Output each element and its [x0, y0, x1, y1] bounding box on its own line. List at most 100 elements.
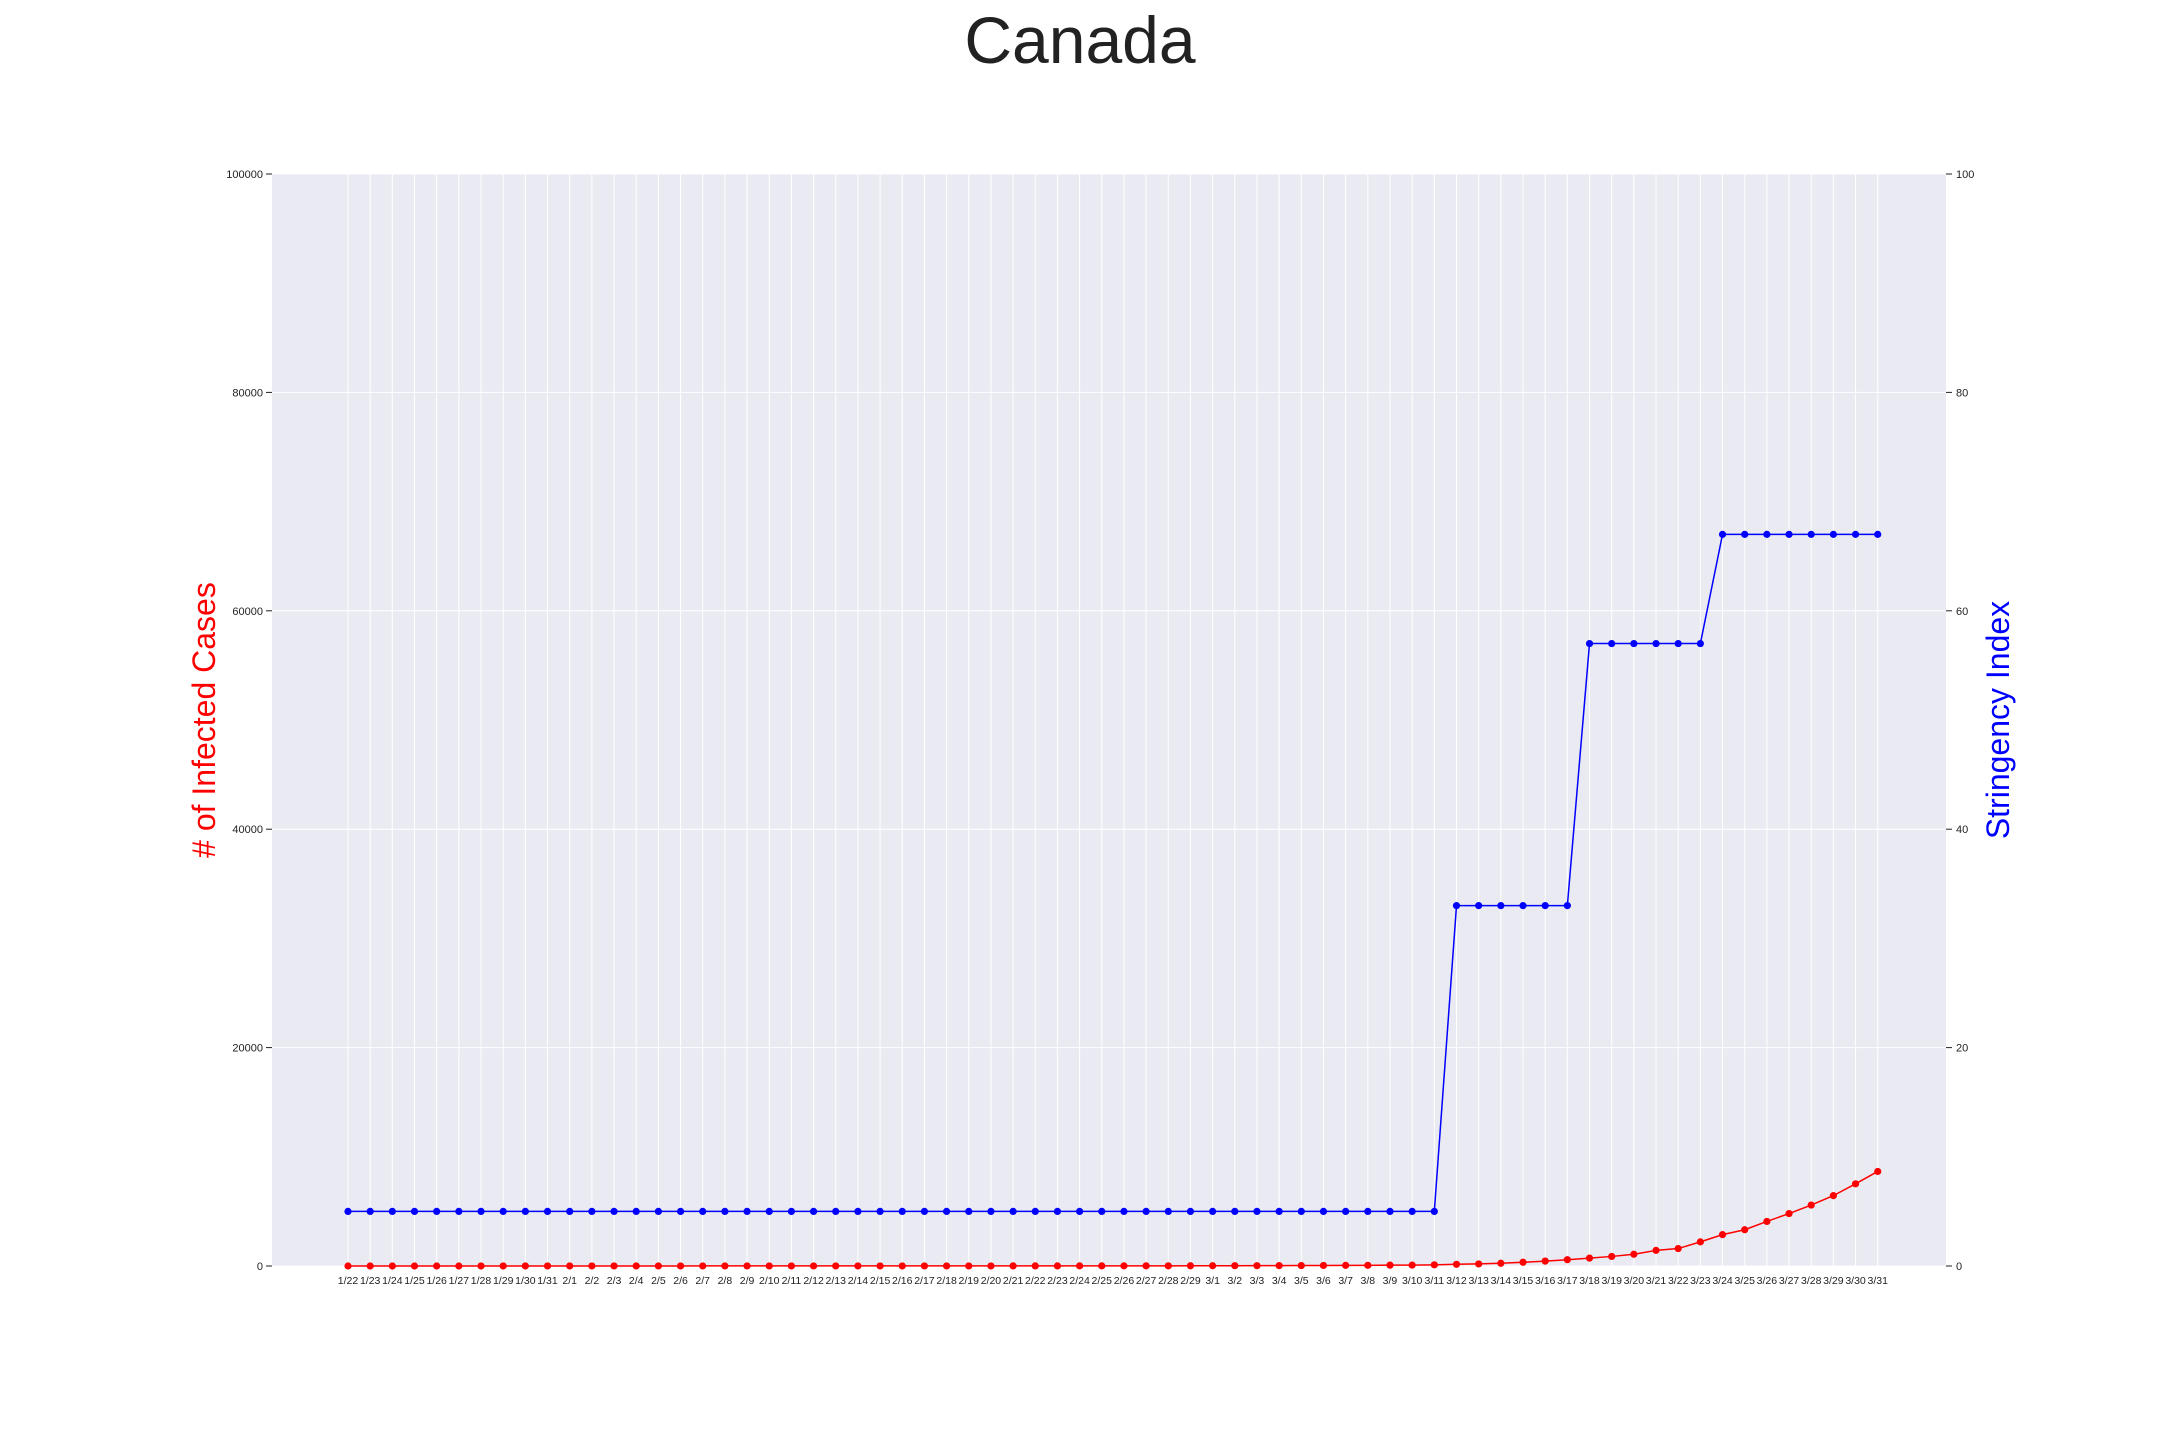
cases-point	[1186, 1262, 1195, 1270]
cases-point	[1652, 1246, 1660, 1254]
plot-area	[272, 174, 1946, 1266]
x-tick-label: 3/2	[1227, 1275, 1242, 1287]
x-tick-label: 1/30	[515, 1275, 536, 1287]
x-tick-label: 2/20	[981, 1275, 1002, 1287]
stringency-point	[388, 1207, 396, 1215]
x-tick-label: 2/21	[1003, 1275, 1024, 1287]
stringency-point	[920, 1207, 929, 1215]
stringency-point	[854, 1207, 862, 1215]
cases-point	[942, 1262, 951, 1270]
cases-point	[1430, 1261, 1438, 1269]
cases-point	[1563, 1256, 1571, 1264]
right-y-axis: 0 20 40 60 80 100	[1946, 169, 1974, 1273]
left-y-tick-label: 80000	[232, 387, 263, 399]
grid-lines	[272, 173, 1946, 1267]
x-tick-label: 2/14	[848, 1275, 869, 1287]
cases-point	[1718, 1231, 1727, 1239]
left-y-tick-label: 40000	[232, 824, 263, 836]
cases-point	[920, 1262, 929, 1270]
x-tick-label: 2/3	[607, 1275, 622, 1287]
cases-point	[1253, 1262, 1261, 1270]
cases-point	[1851, 1180, 1860, 1188]
cases-point	[1342, 1261, 1350, 1269]
cases-point	[965, 1262, 973, 1270]
cases-point	[1585, 1254, 1594, 1262]
cases-point	[566, 1262, 574, 1270]
cases-point	[1031, 1262, 1039, 1270]
x-tick-label: 2/29	[1180, 1275, 1201, 1287]
left-y-axis-label: # of Infected Cases	[186, 582, 222, 858]
stringency-point	[987, 1207, 995, 1215]
stringency-point	[1829, 530, 1837, 538]
x-tick-label: 2/25	[1092, 1275, 1113, 1287]
x-tick-label: 3/20	[1624, 1275, 1645, 1287]
x-tick-label: 2/17	[914, 1275, 935, 1287]
cases-point	[1076, 1262, 1084, 1270]
cases-point	[1209, 1262, 1217, 1270]
stringency-point	[566, 1207, 574, 1215]
stringency-point	[1741, 530, 1749, 538]
cases-point	[1674, 1244, 1682, 1253]
x-tick-label: 1/26	[426, 1275, 447, 1287]
x-tick-label: 2/26	[1114, 1275, 1135, 1287]
stringency-point	[1630, 639, 1638, 648]
x-tick-label: 2/6	[673, 1275, 688, 1287]
x-tick-label: 1/31	[537, 1275, 558, 1287]
stringency-point	[1408, 1207, 1416, 1215]
cases-point	[721, 1262, 729, 1270]
x-tick-label: 2/16	[892, 1275, 913, 1287]
x-tick-label: 1/23	[360, 1275, 381, 1287]
cases-point	[654, 1262, 662, 1270]
cases-point	[388, 1262, 396, 1270]
cases-point	[1608, 1252, 1616, 1261]
x-tick-label: 2/19	[959, 1275, 980, 1287]
x-tick-label: 2/12	[803, 1275, 824, 1287]
x-tick-label: 2/22	[1025, 1275, 1046, 1287]
stringency-point	[1253, 1207, 1261, 1215]
x-tick-label: 3/29	[1823, 1275, 1844, 1287]
x-tick-label: 3/4	[1272, 1275, 1287, 1287]
left-y-tick-label: 0	[257, 1261, 263, 1273]
stringency-point	[787, 1207, 796, 1215]
cases-point	[366, 1262, 374, 1270]
x-tick-label: 2/13	[826, 1275, 847, 1287]
stringency-point	[499, 1207, 507, 1215]
cases-point	[765, 1262, 773, 1270]
x-tick-label: 2/10	[759, 1275, 780, 1287]
stringency-point	[1142, 1207, 1150, 1215]
stringency-point	[876, 1207, 884, 1215]
cases-point	[588, 1262, 596, 1270]
stringency-point	[1031, 1207, 1039, 1215]
x-tick-label: 3/15	[1513, 1275, 1534, 1287]
stringency-point	[1452, 902, 1461, 910]
cases-point	[1319, 1261, 1328, 1270]
cases-point	[699, 1262, 707, 1270]
x-tick-label: 1/29	[493, 1275, 514, 1287]
x-tick-label: 3/22	[1668, 1275, 1689, 1287]
left-y-tick-label: 20000	[232, 1043, 263, 1055]
stringency-point	[1319, 1207, 1328, 1215]
cases-point	[832, 1262, 840, 1270]
stringency-point	[1497, 902, 1505, 910]
x-tick-label: 2/11	[782, 1275, 802, 1287]
cases-point	[1452, 1260, 1461, 1268]
x-tick-label: 3/6	[1316, 1275, 1331, 1287]
stringency-point	[1674, 639, 1682, 648]
cases-point	[1519, 1258, 1527, 1266]
x-tick-label: 1/27	[449, 1275, 470, 1287]
stringency-point	[588, 1207, 596, 1215]
stringency-point	[521, 1207, 529, 1215]
stringency-point	[743, 1207, 751, 1215]
x-tick-label: 3/21	[1646, 1275, 1667, 1287]
x-tick-label: 3/19	[1601, 1275, 1622, 1287]
stringency-point	[942, 1207, 951, 1215]
stringency-point	[1763, 530, 1771, 538]
cases-line	[348, 1170, 1879, 1267]
cases-point	[987, 1262, 995, 1270]
cases-point	[854, 1262, 862, 1270]
cases-point	[1541, 1257, 1549, 1265]
stringency-point	[410, 1207, 419, 1215]
cases-point	[1120, 1262, 1128, 1270]
left-y-tick-label: 60000	[232, 606, 263, 618]
stringency-point	[433, 1207, 441, 1215]
